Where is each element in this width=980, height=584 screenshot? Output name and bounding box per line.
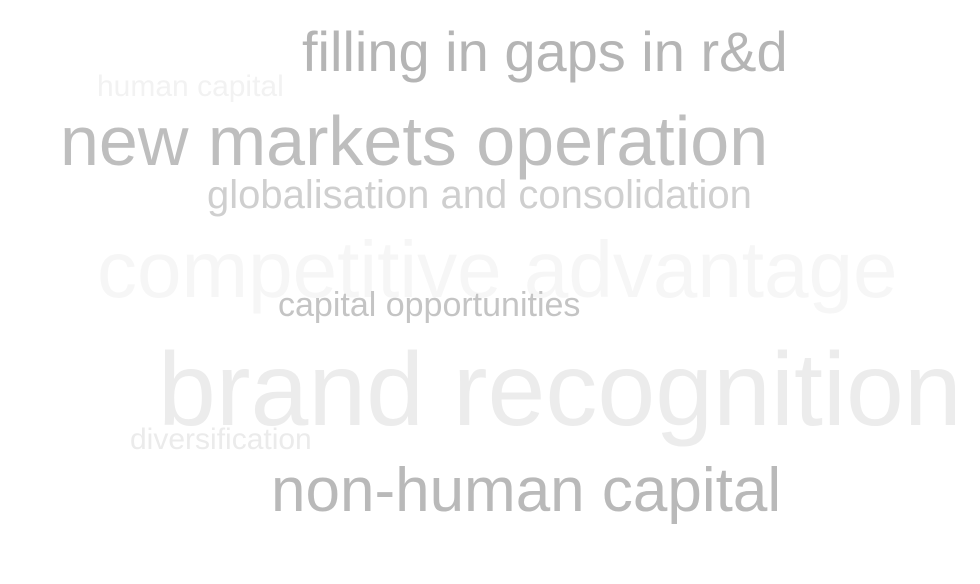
word-human-capital: human capital xyxy=(97,70,284,103)
word-new-markets-operation: new markets operation xyxy=(60,102,769,180)
word-filling-in-gaps-in-rd: filling in gaps in r&d xyxy=(302,20,788,83)
word-diversification: diversification xyxy=(130,423,312,456)
word-capital-opportunities: capital opportunities xyxy=(278,286,581,324)
word-globalisation-and-consolidation: globalisation and consolidation xyxy=(207,173,752,217)
word-competitive-advantage: competitive advantage xyxy=(97,225,898,314)
word-non-human-capital: non-human capital xyxy=(271,456,782,525)
word-brand-recognition: brand recognition xyxy=(158,332,962,448)
